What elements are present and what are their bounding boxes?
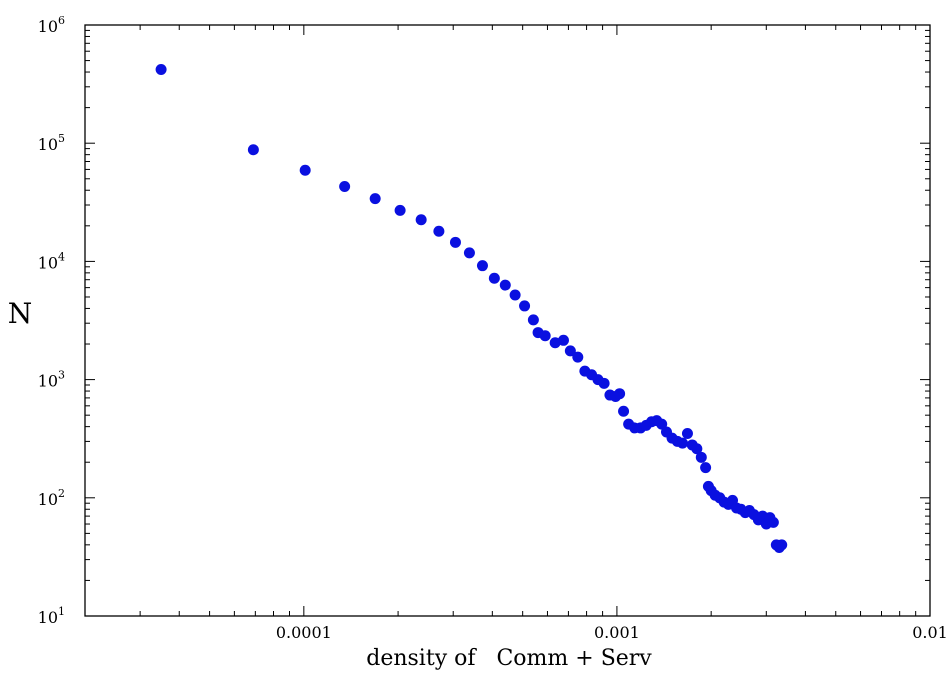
y-tick-base: 10 <box>38 372 58 391</box>
plot-frame <box>84 24 931 617</box>
scatter-point <box>155 64 167 76</box>
x-tick-label: 0.001 <box>594 623 640 642</box>
y-tick-exponent: 5 <box>58 132 65 145</box>
y-tick-label: 102 <box>38 487 65 509</box>
y-tick-exponent: 1 <box>58 605 65 618</box>
scatter-point <box>598 377 610 389</box>
scatter-point <box>656 418 668 430</box>
y-tick-base: 10 <box>38 17 58 36</box>
scatter-point <box>519 300 531 312</box>
x-tick-label: 0.0001 <box>276 623 332 642</box>
y-tick-base: 10 <box>38 135 58 154</box>
scatter-point <box>691 443 703 455</box>
scatter-point <box>476 260 488 272</box>
scatter-point <box>776 539 788 551</box>
scatter-point <box>449 236 461 248</box>
scatter-point <box>618 405 630 417</box>
scatter-point <box>369 193 381 205</box>
scatter-point <box>299 164 311 176</box>
scatter-point <box>557 334 569 346</box>
x-axis-title: density of Comm + Serv <box>366 646 652 671</box>
data-points <box>155 64 788 553</box>
y-tick-base: 10 <box>38 253 58 272</box>
scatter-point <box>572 351 584 363</box>
scatter-point <box>247 144 259 156</box>
y-tick-label: 106 <box>38 14 65 36</box>
scatter-point <box>539 330 551 342</box>
y-axis-title: N <box>8 297 33 330</box>
scatter-point <box>488 272 500 284</box>
x-tick-label: 0.01 <box>912 623 948 642</box>
y-tick-exponent: 6 <box>58 14 65 27</box>
scatter-point <box>677 437 689 449</box>
scatter-point <box>339 181 351 193</box>
y-tick-label: 104 <box>38 250 65 272</box>
y-tick-base: 10 <box>38 490 58 509</box>
y-tick-base: 10 <box>38 608 58 627</box>
scatter-point <box>767 516 779 528</box>
scatter-point <box>549 337 561 349</box>
scatter-point <box>509 289 521 301</box>
scatter-point <box>564 345 576 357</box>
y-tick-label: 105 <box>38 132 65 154</box>
y-tick-exponent: 3 <box>58 369 65 382</box>
scatter-point <box>499 279 511 291</box>
scatter-point <box>527 314 539 326</box>
axis-ticks <box>84 24 931 617</box>
scatter-point <box>695 451 707 463</box>
scatter-point <box>614 388 626 400</box>
y-tick-exponent: 2 <box>58 487 65 500</box>
scatter-point <box>700 462 712 474</box>
y-tick-label: 101 <box>38 605 65 627</box>
scatter-point <box>463 247 475 259</box>
scatter-point <box>394 204 406 216</box>
y-tick-label: 103 <box>38 369 65 391</box>
scatter-point <box>681 427 693 439</box>
y-tick-exponent: 4 <box>58 250 65 263</box>
scatter-point <box>433 225 445 237</box>
scatter-point <box>415 214 427 226</box>
